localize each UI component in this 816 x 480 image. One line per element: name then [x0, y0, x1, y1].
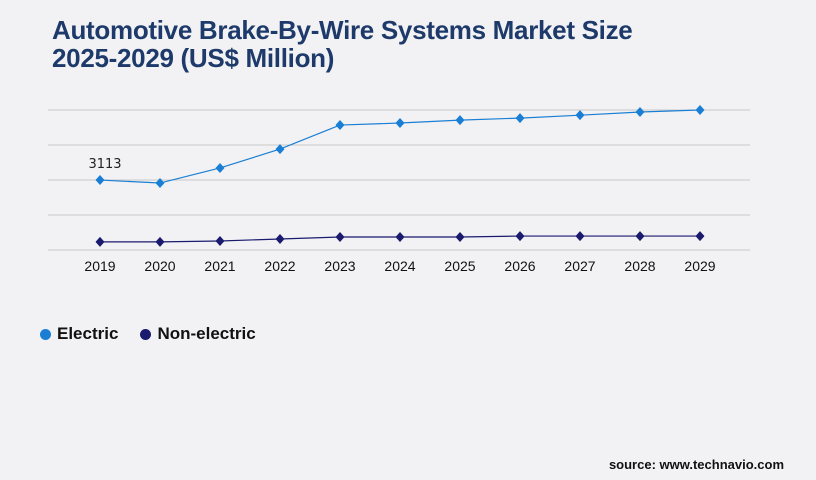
data-point [95, 175, 105, 186]
data-point [455, 115, 465, 126]
x-tick-label: 2023 [324, 258, 355, 274]
chart-title: Automotive Brake-By-Wire Systems Market … [52, 15, 633, 73]
data-point [515, 113, 525, 124]
x-tick-label: 2024 [384, 258, 415, 274]
legend-item-non-electric: Non-electric [140, 324, 256, 344]
data-point [335, 231, 345, 242]
x-tick-label: 2029 [684, 258, 715, 274]
x-tick-label: 2025 [444, 258, 475, 274]
data-point [95, 236, 105, 247]
data-point [275, 233, 285, 244]
data-point [455, 231, 465, 242]
data-point [215, 162, 225, 173]
data-point [635, 231, 645, 242]
data-point [635, 107, 645, 118]
data-point [575, 110, 585, 121]
data-point [155, 178, 165, 189]
legend-label: Electric [57, 324, 119, 343]
data-point [695, 105, 705, 115]
legend-label: Non-electric [157, 324, 256, 343]
data-point [335, 120, 345, 131]
x-tick-label: 2019 [84, 258, 115, 274]
data-point [395, 118, 405, 129]
data-point [155, 236, 165, 247]
legend-marker [40, 328, 51, 340]
data-point [515, 231, 525, 242]
legend-item-electric: Electric [40, 324, 118, 344]
data-label: 3113 [88, 157, 121, 172]
x-tick-label: 2027 [564, 258, 595, 274]
x-tick-label: 2026 [504, 258, 535, 274]
data-point [275, 144, 285, 155]
legend-marker [140, 328, 152, 340]
line-chart: 2019 2020 2021 2022 2023 2024 2025 2026 2027 2028… [48, 105, 750, 274]
data-point [575, 231, 585, 242]
data-point [395, 231, 405, 242]
legend: Electric Non-electric [40, 324, 256, 344]
x-tick-label: 2022 [264, 258, 295, 274]
x-tick-label: 2020 [144, 258, 175, 274]
data-point [695, 231, 705, 242]
x-tick-label: 2021 [204, 258, 235, 274]
x-tick-label: 2028 [624, 258, 655, 274]
source-text: source: www.technavio.com [608, 457, 784, 472]
data-point [215, 236, 225, 247]
